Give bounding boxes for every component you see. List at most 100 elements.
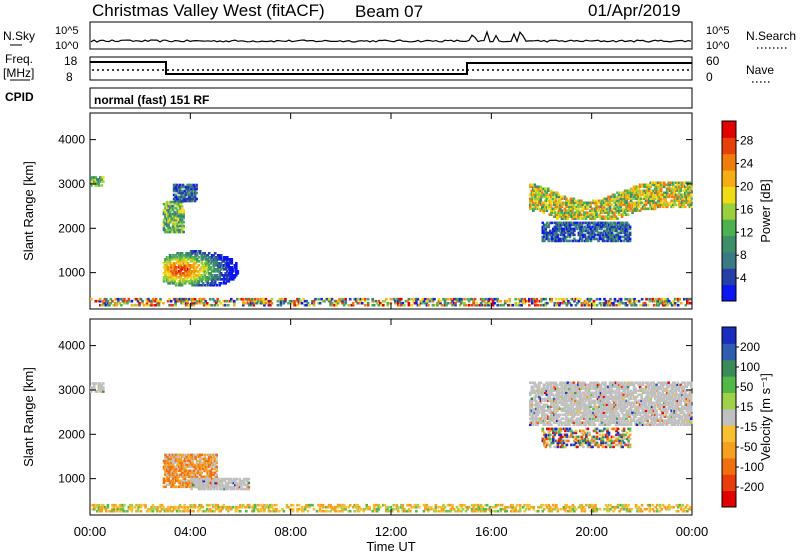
power-cell-5 xyxy=(679,189,683,193)
power-cell-6 xyxy=(556,225,560,229)
power-cell-5 xyxy=(602,205,606,209)
power-cell-6 xyxy=(618,235,621,239)
velocity-cell-2 xyxy=(199,483,202,487)
velocity-cell-4 xyxy=(575,389,579,393)
power-cell-1 xyxy=(188,276,191,279)
power-cell-6 xyxy=(570,221,573,225)
power-cell-5 xyxy=(641,183,645,187)
velocity-cell-4 xyxy=(568,405,571,409)
power-cell-2 xyxy=(176,212,179,216)
power-cell-5 xyxy=(617,213,621,216)
power-cell-5 xyxy=(605,207,609,211)
power-cell-2 xyxy=(170,200,173,204)
power-cell-5 xyxy=(619,209,622,212)
power-cell-5 xyxy=(656,199,660,203)
power-cell-5 xyxy=(681,201,684,205)
power-cell-5 xyxy=(532,207,535,211)
power-cell-1 xyxy=(194,270,197,273)
power-cell-5 xyxy=(548,199,552,203)
velocity-cell-4 xyxy=(557,387,561,391)
power-cell-2 xyxy=(174,228,178,232)
velocity-cell-2 xyxy=(241,479,245,483)
velocity-cell-4 xyxy=(565,399,568,403)
velocity-cell-3 xyxy=(403,509,406,513)
power-cell-6 xyxy=(627,223,630,227)
power-cell-1 xyxy=(170,270,173,273)
power-cell-4 xyxy=(329,297,332,301)
power-cell-2 xyxy=(165,228,169,232)
velocity-cell-2 xyxy=(196,481,199,485)
velocity-cell-4 xyxy=(541,409,544,413)
power-cell-5 xyxy=(529,203,532,207)
power-cell-5 xyxy=(595,205,598,209)
velocity-cell-4 xyxy=(572,397,576,401)
power-cell-6 xyxy=(577,231,581,235)
power-cell-2 xyxy=(176,228,179,232)
velocity-cell-3 xyxy=(571,507,575,511)
velocity-cell-1 xyxy=(167,455,170,459)
power-cell-2 xyxy=(171,220,175,224)
power-cell-4 xyxy=(199,299,203,303)
power-cell-5 xyxy=(625,193,628,197)
power-cell-6 xyxy=(582,221,585,225)
velocity-cell-3 xyxy=(126,509,129,513)
power-cell-4 xyxy=(180,297,183,301)
power-cell-6 xyxy=(601,239,605,243)
power-cell-6 xyxy=(613,237,617,241)
velocity-cell-4 xyxy=(562,421,565,424)
power-cell-5 xyxy=(577,213,580,216)
power-cell-2 xyxy=(177,210,181,214)
velocity-cell-4 xyxy=(581,413,585,417)
power-cell-1 xyxy=(221,278,224,281)
velocity-cell-1 xyxy=(168,473,172,477)
velocity-cell-3 xyxy=(549,505,552,509)
power-cell-4 xyxy=(600,303,603,307)
power-cell-5 xyxy=(539,207,543,211)
power-cell-4 xyxy=(555,297,558,301)
power-cell-1 xyxy=(195,254,199,257)
velocity-cell-4 xyxy=(571,381,574,385)
velocity-cell-3 xyxy=(266,503,269,507)
velocity-cell-3 xyxy=(637,505,641,509)
power-cell-5 xyxy=(544,189,547,193)
power-cell-4 xyxy=(452,301,456,305)
power-cell-1 xyxy=(224,278,227,281)
velocity-cell-3 xyxy=(472,509,475,513)
power-cell-6 xyxy=(541,221,545,225)
velocity-cell-1 xyxy=(189,465,193,469)
power-cell-1 xyxy=(203,252,206,255)
power-cell-5 xyxy=(550,203,553,207)
power-cell-5 xyxy=(583,207,586,211)
power-cell-6 xyxy=(558,221,561,225)
power-cell-1 xyxy=(204,276,208,279)
velocity-cell-3 xyxy=(153,505,156,509)
velocity-cell-1 xyxy=(195,465,199,469)
power-cell-5 xyxy=(649,205,652,209)
velocity-cell-3 xyxy=(372,505,376,509)
velocity-cell-1 xyxy=(210,463,214,467)
velocity-cell-3 xyxy=(181,509,185,513)
velocity-cell-4 xyxy=(532,385,535,389)
power-cell-4 xyxy=(663,297,666,301)
power-cell-5 xyxy=(628,209,631,212)
power-cell-4 xyxy=(324,297,328,301)
velocity-cell-3 xyxy=(290,503,293,507)
velocity-cell-1 xyxy=(162,467,166,471)
power-cell-6 xyxy=(553,229,557,233)
velocity-cell-4 xyxy=(532,419,535,422)
power-cell-4 xyxy=(406,299,409,303)
velocity-cell-3 xyxy=(655,507,659,511)
velocity-cell-4 xyxy=(592,401,595,405)
velocity-cell-4 xyxy=(538,409,541,413)
velocity-cell-2 xyxy=(212,477,216,481)
power-colorbar-seg-9 xyxy=(722,137,736,155)
velocity-cell-1 xyxy=(179,457,182,461)
power-cell-3 xyxy=(193,199,197,203)
velocity-cell-4 xyxy=(550,391,553,395)
power-cell-1 xyxy=(182,274,185,277)
velocity-cell-2 xyxy=(209,481,213,485)
velocity-cell-4 xyxy=(574,397,577,401)
power-cell-5 xyxy=(665,183,669,187)
power-cell-5 xyxy=(545,199,549,203)
power-cell-5 xyxy=(635,195,639,199)
